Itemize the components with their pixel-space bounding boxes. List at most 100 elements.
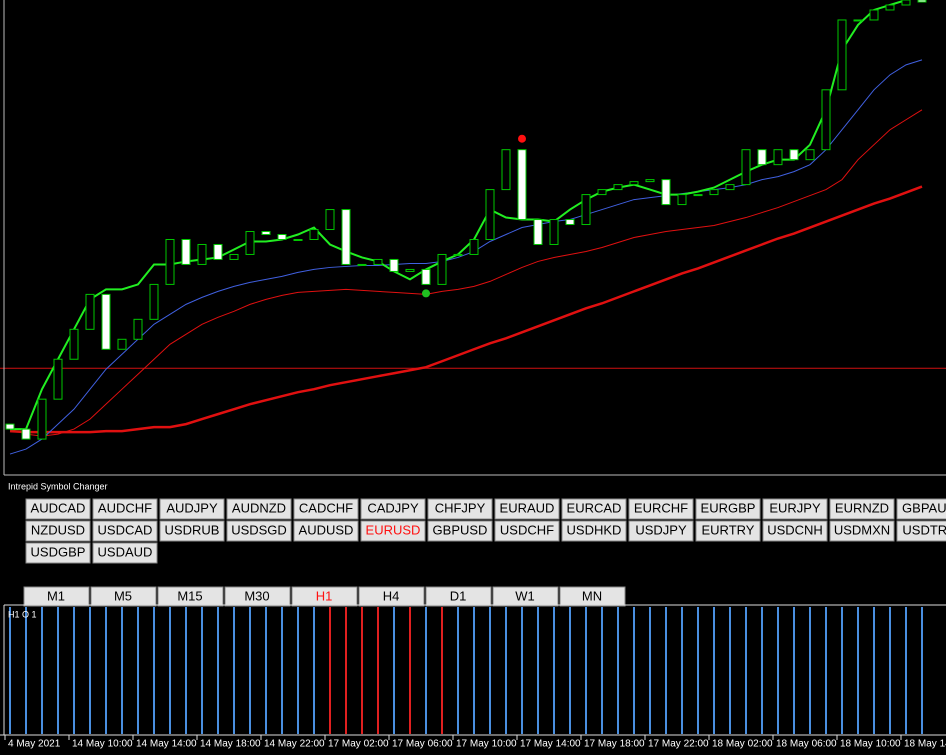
time-axis: 4 May 2021 14 May 10:00 14 May 14:00 14 May… bbox=[4, 735, 946, 750]
symbol-label[interactable]: USDCHF bbox=[500, 522, 554, 537]
symbol-label[interactable]: GBPUSD bbox=[433, 522, 488, 537]
timeframe-tab[interactable] bbox=[291, 586, 358, 607]
candle bbox=[341, 209, 351, 265]
symbol-button[interactable] bbox=[561, 498, 627, 520]
symbol-label[interactable]: AUDCHF bbox=[98, 500, 152, 515]
timeframe-tab[interactable] bbox=[425, 586, 492, 607]
timeframe-label[interactable]: M1 bbox=[47, 588, 65, 603]
symbol-button[interactable] bbox=[695, 520, 761, 542]
timeframe-label[interactable]: MN bbox=[582, 588, 602, 603]
candle bbox=[773, 149, 783, 166]
symbol-button[interactable] bbox=[25, 520, 91, 542]
candle bbox=[149, 283, 159, 320]
fractal-dot bbox=[518, 134, 526, 143]
timeframe-tab[interactable] bbox=[492, 586, 559, 607]
candle bbox=[757, 149, 767, 166]
symbol-label[interactable]: USDHKD bbox=[567, 522, 622, 537]
symbol-label[interactable]: GBPAUD bbox=[902, 500, 946, 515]
time-label: 17 May 02:00 bbox=[328, 739, 389, 750]
symbol-button[interactable] bbox=[25, 542, 91, 564]
candle bbox=[741, 149, 751, 186]
symbol-button[interactable] bbox=[695, 498, 761, 520]
symbol-label[interactable]: EURCAD bbox=[567, 500, 622, 515]
symbol-button[interactable] bbox=[25, 498, 91, 520]
candle bbox=[533, 219, 543, 245]
candle bbox=[853, 19, 863, 22]
symbol-label[interactable]: AUDNZD bbox=[232, 500, 286, 515]
symbol-button[interactable] bbox=[293, 520, 359, 542]
symbol-label[interactable]: AUDUSD bbox=[299, 522, 354, 537]
symbol-button[interactable] bbox=[92, 498, 158, 520]
symbol-button[interactable] bbox=[226, 520, 292, 542]
timeframe-tab[interactable] bbox=[157, 586, 224, 607]
symbol-label[interactable]: USDGBP bbox=[31, 544, 86, 559]
timeframe-label[interactable]: W1 bbox=[515, 588, 535, 603]
candle bbox=[197, 243, 207, 265]
timeframe-label[interactable]: M15 bbox=[177, 588, 202, 603]
candle bbox=[677, 194, 687, 206]
candle bbox=[629, 181, 639, 186]
symbol-label[interactable]: EURUSD bbox=[366, 522, 421, 537]
symbol-label[interactable]: EURCHF bbox=[634, 500, 688, 515]
timeframe-label[interactable]: M5 bbox=[114, 588, 132, 603]
time-label: 18 May 02:00 bbox=[712, 739, 773, 750]
symbol-label[interactable]: EURGBP bbox=[701, 500, 756, 515]
time-label: 18 May 14:00 bbox=[904, 739, 946, 750]
candle bbox=[437, 253, 447, 285]
symbol-label[interactable]: USDCNH bbox=[767, 522, 823, 537]
timeframe-label[interactable]: D1 bbox=[450, 588, 467, 603]
symbol-button[interactable] bbox=[360, 498, 426, 520]
timeframe-label[interactable]: H4 bbox=[383, 588, 400, 603]
timeframe-tab[interactable] bbox=[224, 586, 291, 607]
symbol-label[interactable]: USDRUB bbox=[165, 522, 220, 537]
time-label: 17 May 06:00 bbox=[392, 739, 453, 750]
symbol-button[interactable] bbox=[494, 520, 560, 542]
time-label: 14 May 18:00 bbox=[200, 739, 261, 750]
symbol-button[interactable] bbox=[226, 498, 292, 520]
symbol-label[interactable]: USDMXN bbox=[834, 522, 890, 537]
timeframe-tab[interactable] bbox=[90, 586, 157, 607]
symbol-button[interactable] bbox=[896, 498, 946, 520]
symbol-button[interactable] bbox=[829, 520, 895, 542]
symbol-label[interactable]: USDJPY bbox=[635, 522, 687, 537]
symbol-label[interactable]: NZDUSD bbox=[31, 522, 85, 537]
symbol-button[interactable] bbox=[159, 498, 225, 520]
symbol-button[interactable] bbox=[427, 520, 493, 542]
symbol-button[interactable] bbox=[494, 498, 560, 520]
symbol-button[interactable] bbox=[92, 520, 158, 542]
symbol-button[interactable] bbox=[293, 498, 359, 520]
symbol-button[interactable] bbox=[829, 498, 895, 520]
symbol-label[interactable]: AUDCAD bbox=[31, 500, 86, 515]
candle bbox=[373, 258, 383, 265]
symbol-label[interactable]: USDSGD bbox=[231, 522, 287, 537]
symbol-label[interactable]: USDCAD bbox=[98, 522, 153, 537]
symbol-button[interactable] bbox=[427, 498, 493, 520]
symbol-label[interactable]: EURJPY bbox=[769, 500, 821, 515]
candle bbox=[613, 184, 623, 191]
symbol-button[interactable] bbox=[561, 520, 627, 542]
timeframe-label[interactable]: H1 bbox=[316, 588, 333, 603]
candle bbox=[725, 184, 735, 191]
symbol-label[interactable]: AUDJPY bbox=[166, 500, 218, 515]
symbol-label[interactable]: EURAUD bbox=[500, 500, 555, 515]
timeframe-tab[interactable] bbox=[358, 586, 425, 607]
symbol-button[interactable] bbox=[896, 520, 946, 542]
timeframe-label[interactable]: M30 bbox=[244, 588, 269, 603]
symbol-button[interactable] bbox=[762, 498, 828, 520]
symbol-button[interactable] bbox=[159, 520, 225, 542]
symbol-label[interactable]: USDAUD bbox=[98, 544, 153, 559]
symbol-button[interactable] bbox=[762, 520, 828, 542]
symbol-label[interactable]: CADCHF bbox=[299, 500, 353, 515]
symbol-label[interactable]: EURTRY bbox=[702, 522, 755, 537]
symbol-label[interactable]: CHFJPY bbox=[435, 500, 486, 515]
symbol-label[interactable]: EURNZD bbox=[835, 500, 889, 515]
symbol-button[interactable] bbox=[92, 542, 158, 564]
timeframe-tab[interactable] bbox=[559, 586, 626, 607]
symbol-button[interactable] bbox=[360, 520, 426, 542]
symbol-label[interactable]: CADJPY bbox=[367, 500, 419, 515]
symbol-button[interactable] bbox=[628, 520, 694, 542]
timeframe-tab[interactable] bbox=[23, 586, 90, 607]
symbol-button[interactable] bbox=[628, 498, 694, 520]
symbol-label[interactable]: USDTRY bbox=[902, 522, 946, 537]
